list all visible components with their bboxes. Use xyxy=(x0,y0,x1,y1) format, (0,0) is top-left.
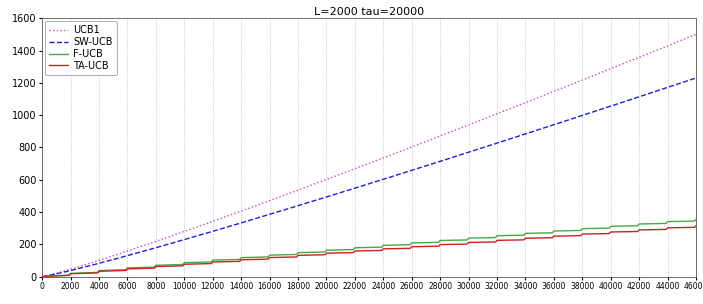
F-UCB xyxy=(482,236,490,240)
Line: TA-UCB: TA-UCB xyxy=(42,226,696,277)
TA-UCB xyxy=(562,234,571,238)
TA-UCB xyxy=(267,256,276,259)
Line: F-UCB: F-UCB xyxy=(42,219,696,277)
SW-UCB xyxy=(482,145,490,149)
TA-UCB xyxy=(482,240,490,244)
F-UCB xyxy=(562,229,571,233)
SW-UCB xyxy=(592,109,600,113)
SW-UCB xyxy=(267,212,276,216)
UCB1 xyxy=(592,73,600,76)
TA-UCB xyxy=(88,271,96,275)
UCB1 xyxy=(562,85,571,88)
F-UCB xyxy=(267,253,276,257)
Line: SW-UCB: SW-UCB xyxy=(42,78,696,277)
TA-UCB xyxy=(592,232,600,236)
UCB1 xyxy=(449,129,457,133)
TA-UCB xyxy=(38,275,46,278)
UCB1 xyxy=(88,261,96,264)
Legend: UCB1, SW-UCB, F-UCB, TA-UCB: UCB1, SW-UCB, F-UCB, TA-UCB xyxy=(45,21,117,75)
UCB1 xyxy=(38,275,46,278)
SW-UCB xyxy=(562,119,571,123)
F-UCB xyxy=(38,275,46,278)
Title: L=2000 tau=20000: L=2000 tau=20000 xyxy=(314,8,424,17)
SW-UCB xyxy=(38,275,46,278)
TA-UCB xyxy=(449,243,457,246)
SW-UCB xyxy=(449,155,457,159)
F-UCB xyxy=(692,217,700,221)
Line: UCB1: UCB1 xyxy=(42,34,696,277)
SW-UCB xyxy=(88,263,96,267)
UCB1 xyxy=(482,116,490,120)
F-UCB xyxy=(449,238,457,242)
F-UCB xyxy=(88,271,96,275)
F-UCB xyxy=(592,226,600,230)
UCB1 xyxy=(267,198,276,202)
SW-UCB xyxy=(692,76,700,80)
TA-UCB xyxy=(692,224,700,228)
UCB1 xyxy=(692,33,700,36)
